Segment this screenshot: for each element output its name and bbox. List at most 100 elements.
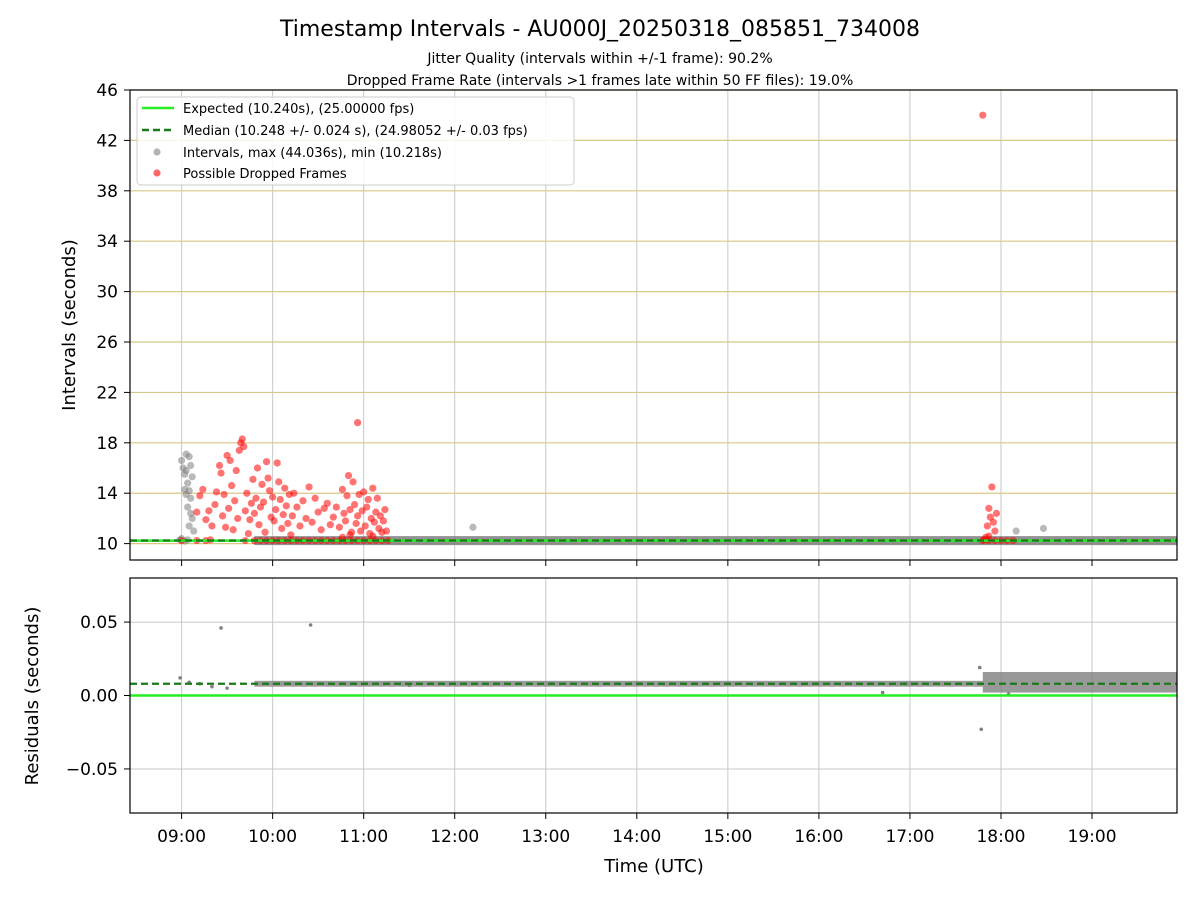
dropped-frame-point [346,505,354,514]
dropped-frame-point [284,519,292,528]
residuals-band-rect [982,672,1177,693]
dropped-frame-point [341,517,350,525]
dropped-frame-point [270,517,278,525]
dropped-frame-point [349,478,357,486]
residual-point [880,690,885,695]
dropped-frame-point [364,495,372,504]
dropped-frame-point [234,514,242,523]
dropped-frame-point [343,492,351,500]
dropped-frame-point [350,500,359,509]
dropped-frame-point [244,529,252,538]
dropped-frame-point [220,490,228,499]
dropped-frame-point [218,512,227,520]
dropped-frame-point [323,499,331,507]
residual-point [210,684,214,689]
dropped-frame-point [247,499,255,507]
interval-point [188,514,196,523]
interval-point [188,473,196,481]
x-tick-label: 10:00 [248,827,297,847]
intervals-y-tick-label: 34 [96,232,118,252]
dropped-frame-point [249,475,257,483]
residual-point [225,686,229,690]
dropped-frame-point [221,523,230,531]
intervals-y-tick-label: 46 [96,81,118,101]
legend-dropped-swatch [153,169,161,177]
x-tick-label: 18:00 [976,827,1025,847]
dropped-frame-point [329,513,337,521]
dropped-frame-point [340,509,348,517]
intervals-y-tick-label: 18 [96,434,118,454]
dropped-frame-point [346,531,354,539]
dropped-frame-point [276,495,284,504]
intervals-y-tick-label: 42 [96,131,118,151]
interval-point [184,479,192,487]
dropped-frame-point [293,503,301,511]
dropped-frame-point [205,507,213,515]
dropped-frame-point [279,511,287,519]
dropped-frame-point [338,485,347,494]
legend-median-label: Median (10.248 +/- 0.024 s), (24.98052 +… [183,124,528,139]
dropped-frame-point [212,488,221,496]
dropped-frame-point [281,484,289,492]
residual-point [977,665,982,670]
dropped-frame-point [199,485,207,494]
intervals-plot: 10 14 18 22 26 30 34 38 42 46 Intervals (seconds) [59,81,1178,566]
dropped-frame-point [255,521,263,529]
legend-expected-label: Expected (10.240s), (25.00000 fps) [183,102,414,117]
dropped-frame-point [381,505,389,514]
x-tick-label: 14:00 [612,827,661,847]
dropped-frame-point [253,464,262,472]
dropped-frame-point [211,500,219,509]
residuals-x-ticks: 09:00 10:00 11:00 12:00 13:00 14:00 15:00 16:00… [157,813,1117,847]
x-tick-label: 16:00 [794,827,843,847]
dropped-frame-point [287,531,295,539]
dropped-frame-point [262,458,271,466]
intervals-y-ticks: 10 14 18 22 26 30 34 38 42 46 [96,81,130,555]
dropped-frame-point [196,492,204,500]
dropped-frame-point [354,512,362,520]
dropped-frame-point [326,521,334,529]
residual-point [979,727,984,732]
dropped-frame-point [290,489,298,497]
dropped-frame-point [264,474,272,482]
legend-box [136,96,575,186]
intervals-y-axis-label: Intervals (seconds) [59,239,80,411]
intervals-plot-frame [129,89,1178,561]
chart-subtitle-jitter: Jitter Quality (intervals within +/-1 fr… [426,51,772,67]
chart-subtitle-dropped: Dropped Frame Rate (intervals >1 frames … [347,73,854,89]
x-tick-label: 19:00 [1068,827,1117,847]
residuals-y-tick-label: 0.05 [80,613,118,633]
x-tick-label: 12:00 [430,827,479,847]
interval-point [182,466,190,475]
dropped-frame-point [225,504,233,512]
dropped-frame-point [979,111,987,119]
dropped-frame-point [193,508,201,516]
dropped-frame-point [370,518,378,526]
residuals-y-axis-label: Residuals (seconds) [22,607,43,786]
interval-point [1039,524,1048,533]
intervals-y-tick-label: 22 [96,383,118,403]
interval-point [185,453,193,461]
x-tick-label: 11:00 [339,827,388,847]
dropped-frame-point [992,509,1001,517]
dropped-frame-point [369,484,377,492]
interval-point [185,522,193,530]
x-tick-label: 17:00 [885,827,934,847]
legend-intervals-swatch [153,148,161,156]
intervals-y-tick-label: 30 [96,283,118,303]
dropped-frame-point [983,522,991,530]
dropped-frame-point [273,459,281,467]
interval-point [187,494,195,502]
dropped-frame-point [373,494,381,502]
intervals-y-tick-label: 26 [96,333,118,353]
dropped-frame-point [241,507,249,515]
interval-point [190,527,198,535]
dropped-frame-point [238,435,246,443]
residual-point [219,626,223,630]
dropped-frame-point [250,509,259,517]
dropped-frame-point [246,516,254,524]
dropped-frame-point [278,524,286,533]
dropped-frame-point [989,518,997,526]
dropped-frame-point [269,493,277,501]
